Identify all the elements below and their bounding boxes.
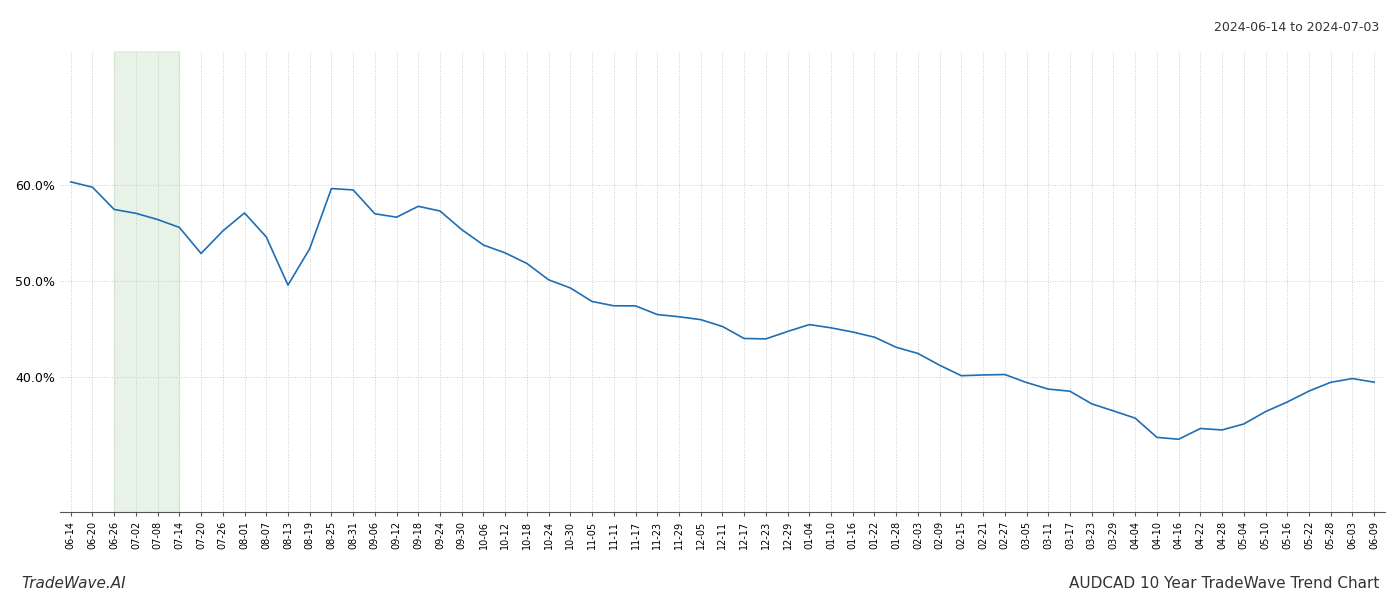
Text: 2024-06-14 to 2024-07-03: 2024-06-14 to 2024-07-03 bbox=[1214, 21, 1379, 34]
Text: TradeWave.AI: TradeWave.AI bbox=[21, 576, 126, 591]
Bar bbox=[115, 51, 179, 512]
Text: AUDCAD 10 Year TradeWave Trend Chart: AUDCAD 10 Year TradeWave Trend Chart bbox=[1068, 576, 1379, 591]
